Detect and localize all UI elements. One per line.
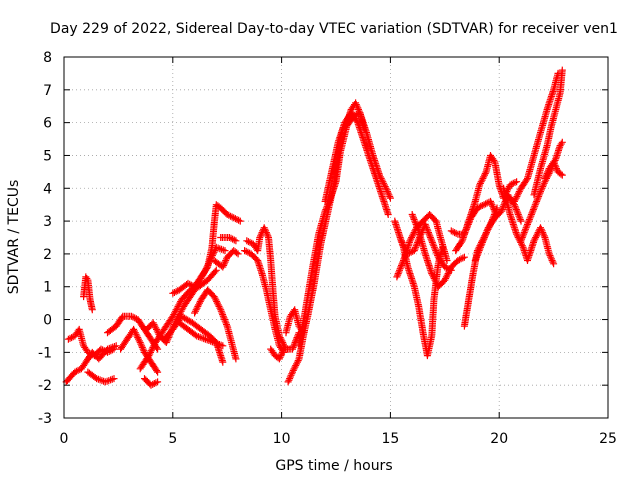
y-tick-label: 7 (43, 83, 52, 99)
data-point-markers (175, 319, 227, 350)
series-2 (143, 201, 288, 366)
y-tick-label: 5 (43, 148, 52, 164)
track (84, 368, 118, 386)
data-point-markers (408, 211, 468, 291)
plot-frame (63, 56, 609, 419)
y-tick-label: 4 (43, 181, 52, 197)
x-axis-label: GPS time / hours (275, 458, 392, 474)
track (64, 325, 118, 360)
track (500, 184, 558, 268)
y-tick-label: 0 (43, 313, 52, 329)
x-tick-label: 15 (381, 431, 399, 447)
data-point-markers (64, 325, 118, 360)
track (408, 211, 468, 291)
track (530, 66, 566, 199)
data-point-markers (500, 184, 558, 268)
data-point-markers (191, 286, 240, 363)
data-point-markers (217, 234, 240, 245)
ticks-layer: 0 5 10 15 20 25 -3 -2 -1 0 1 2 3 4 5 6 7 8 (38, 50, 617, 447)
data-point-markers (169, 201, 244, 297)
y-tick-label: -1 (38, 345, 52, 361)
track (541, 158, 566, 182)
track (210, 247, 242, 271)
x-tick-label: 0 (60, 431, 69, 447)
track (510, 69, 562, 205)
track (217, 234, 240, 245)
data-point-markers (141, 375, 162, 389)
data-point-markers (267, 345, 288, 363)
data-point-markers (84, 368, 118, 386)
y-axis-label: SDTVAR / TECUs (6, 180, 22, 295)
marks-layer (62, 66, 566, 389)
track (321, 109, 392, 218)
data-point-markers (541, 158, 566, 182)
data-point-markers (243, 224, 303, 353)
track (175, 319, 227, 350)
y-tick-label: -2 (38, 378, 52, 394)
y-tick-label: 2 (43, 247, 52, 263)
x-tick-label: 25 (599, 431, 617, 447)
data-point-markers (80, 273, 96, 314)
y-tick-label: 3 (43, 214, 52, 230)
track (80, 273, 96, 314)
track (191, 286, 240, 363)
data-point-markers (321, 109, 392, 218)
track (295, 109, 394, 350)
series-1 (62, 266, 220, 389)
y-tick-label: 6 (43, 116, 52, 132)
track (169, 201, 244, 297)
chart-title: Day 229 of 2022, Sidereal Day-to-day VTE… (50, 21, 618, 37)
track (141, 375, 162, 389)
x-tick-label: 20 (490, 431, 508, 447)
series-4 (391, 66, 566, 360)
y-tick-label: 1 (43, 280, 52, 296)
x-tick-label: 10 (273, 431, 291, 447)
data-point-markers (295, 109, 394, 350)
y-tick-label: -3 (38, 411, 52, 427)
y-tick-label: 8 (43, 50, 52, 66)
x-tick-label: 5 (168, 431, 177, 447)
data-point-markers (530, 66, 566, 199)
data-point-markers (210, 247, 242, 271)
track (243, 224, 303, 353)
track (267, 345, 288, 363)
series-3 (243, 99, 394, 386)
data-point-markers (510, 69, 562, 205)
